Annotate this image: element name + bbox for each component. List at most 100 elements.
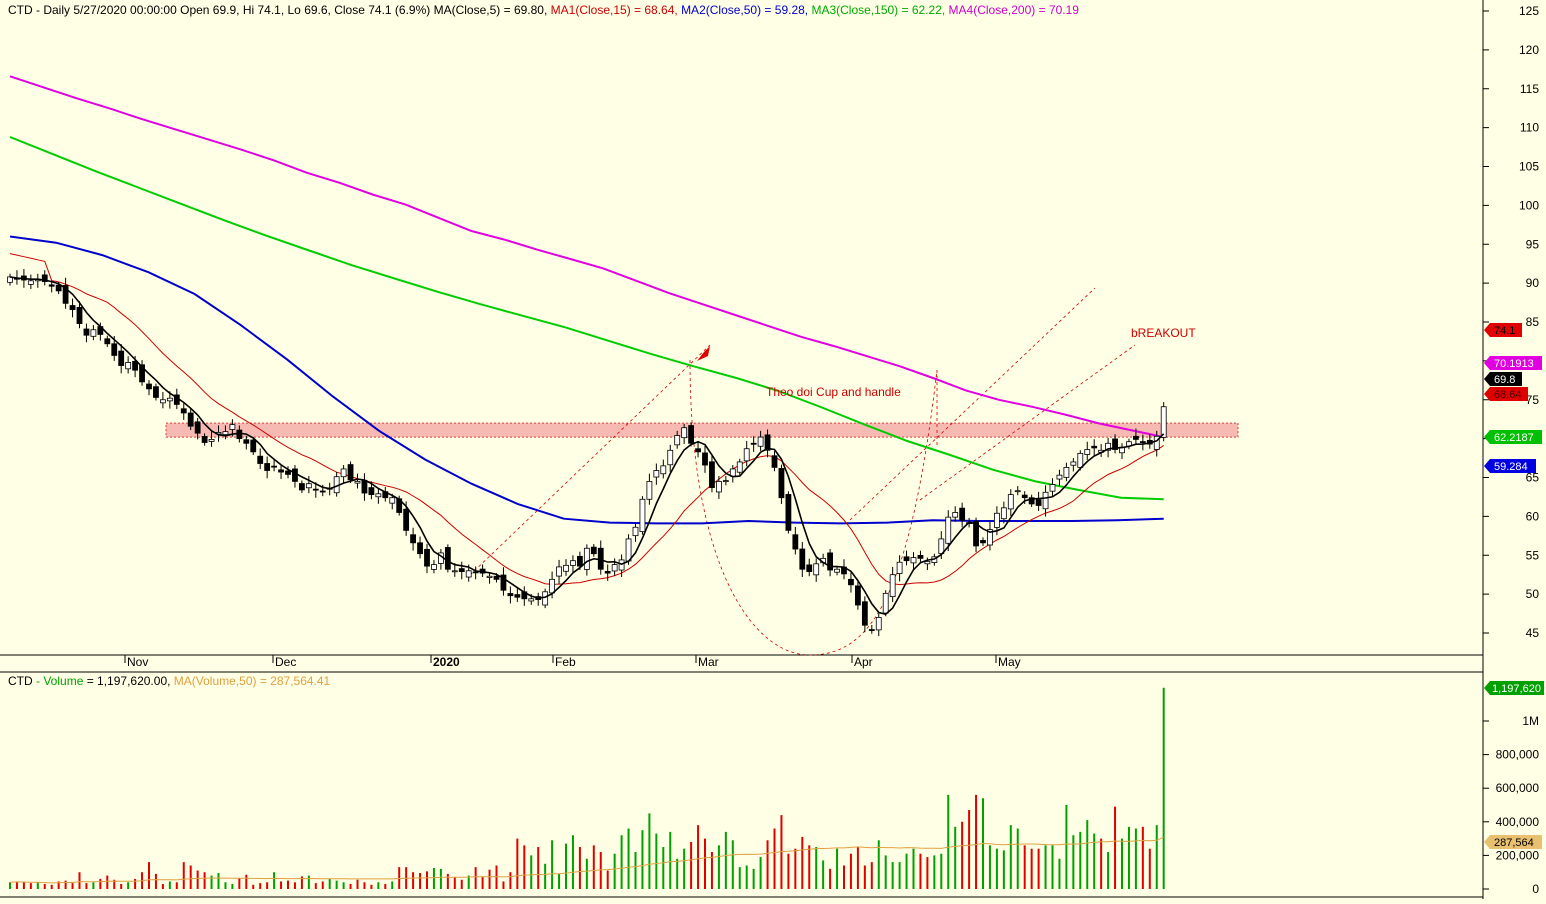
candle-body <box>201 436 208 443</box>
candle-body <box>354 480 361 484</box>
candle-body <box>528 598 535 602</box>
candle-body <box>104 338 111 345</box>
candle-body <box>312 488 319 491</box>
candle-body <box>132 360 139 371</box>
candle-body <box>180 408 187 414</box>
candle-body <box>340 468 347 478</box>
y-tick-label: 55 <box>1526 548 1540 562</box>
candle-body <box>1105 442 1111 451</box>
candle-body <box>875 617 882 631</box>
x-tick-label: 2020 <box>433 655 460 669</box>
candle-body <box>1042 491 1049 510</box>
arrow-marker-icon <box>697 346 710 361</box>
candle-body <box>764 434 771 451</box>
price-header-ma2: MA2(Close,50) = 59.28, <box>681 3 811 17</box>
candle-body <box>625 538 632 562</box>
candle-body <box>465 570 472 578</box>
candle-body <box>1077 452 1084 468</box>
candle-body <box>716 480 722 493</box>
candle-body <box>257 455 264 464</box>
volume-y-tick-label: 0 <box>1532 882 1539 896</box>
candle-body <box>285 470 291 475</box>
candle-body <box>1000 507 1007 520</box>
candle-body <box>1091 445 1098 449</box>
candle-body <box>549 578 555 594</box>
candle-body <box>153 386 159 398</box>
trendline-guides <box>469 287 1136 656</box>
y-tick-label: 115 <box>1520 82 1539 96</box>
candle-body <box>125 362 132 370</box>
candle-body <box>1112 438 1118 450</box>
x-tick-label: Dec <box>275 655 296 669</box>
ma15-line <box>9 253 1164 586</box>
y-tick-label: 90 <box>1526 276 1540 290</box>
candle-body <box>1133 435 1139 440</box>
candle-body <box>292 468 298 482</box>
breakout-annotation: bREAKOUT <box>1131 326 1196 340</box>
candle-body <box>771 455 778 468</box>
price-header-symbol: CTD <box>8 3 33 17</box>
volume-y-tick-label: 1M <box>1522 714 1539 728</box>
candlesticks <box>7 268 1167 637</box>
candle-body <box>319 490 326 493</box>
y-tick-label: 45 <box>1526 626 1540 640</box>
candle-body <box>563 564 569 572</box>
cup-curve <box>689 359 938 656</box>
candle-body <box>424 548 430 567</box>
candle-body <box>813 563 820 576</box>
candle-body <box>1049 484 1056 492</box>
candle-body <box>368 487 375 496</box>
candle-body <box>785 494 792 531</box>
candle-body <box>855 585 861 606</box>
volume-y-axis: 0 200,000 400,000 600,000 800,000 1M <box>1483 714 1539 896</box>
svg-text:62.2187: 62.2187 <box>1494 432 1534 444</box>
y-tick-label: 120 <box>1519 43 1539 57</box>
candle-body <box>556 566 562 577</box>
ma200-line <box>9 75 1164 439</box>
volume-header: CTD - Volume = 1,197,620.00, MA(Volume,5… <box>8 674 331 688</box>
candle-body <box>159 399 166 404</box>
candle-body <box>55 284 62 292</box>
candle-body <box>389 497 396 504</box>
candle-body <box>792 534 799 550</box>
volume-ma-line <box>9 836 1164 884</box>
svg-text:68.64: 68.64 <box>1494 389 1522 401</box>
candle-body <box>799 548 806 570</box>
candle-body <box>1084 449 1091 455</box>
price-header-ma4: MA4(Close,200) = 70.19 <box>949 3 1080 17</box>
candle-body <box>910 557 917 564</box>
channel-line-1 <box>469 344 711 576</box>
y-tick-label: 60 <box>1526 509 1540 523</box>
pattern-annotation: Theo doi Cup and handle <box>766 385 901 399</box>
y-tick-label: 95 <box>1526 237 1540 251</box>
candle-body <box>118 350 125 366</box>
y-tick-label: 85 <box>1526 315 1540 329</box>
candle-body <box>736 461 743 473</box>
candle-body <box>604 571 611 574</box>
y-tick-label: 65 <box>1526 471 1540 485</box>
candle-body <box>896 561 903 574</box>
candle-body <box>62 285 69 304</box>
candle-body <box>111 343 118 356</box>
candle-body <box>848 578 854 586</box>
candle-body <box>361 479 368 494</box>
candle-body <box>69 305 76 310</box>
candle-body <box>681 427 688 439</box>
candle-body <box>980 540 986 544</box>
price-tag-ma1: 68.64 <box>1484 387 1528 401</box>
candle-body <box>1021 494 1028 499</box>
candle-body <box>410 534 417 544</box>
price-tag-close: 74.1 <box>1484 323 1522 337</box>
candle-body <box>76 306 83 324</box>
svg-text:74.1: 74.1 <box>1494 325 1515 337</box>
candle-body <box>709 461 715 489</box>
date-x-axis: Nov Dec 2020 Feb Mar Apr May <box>124 655 1021 669</box>
candle-body <box>945 516 952 544</box>
candle-body <box>861 601 868 626</box>
candle-body <box>903 556 910 562</box>
candle-body <box>632 526 639 537</box>
y-tick-label: 110 <box>1520 121 1539 135</box>
price-tag-ma5: 69.8 <box>1484 372 1522 386</box>
